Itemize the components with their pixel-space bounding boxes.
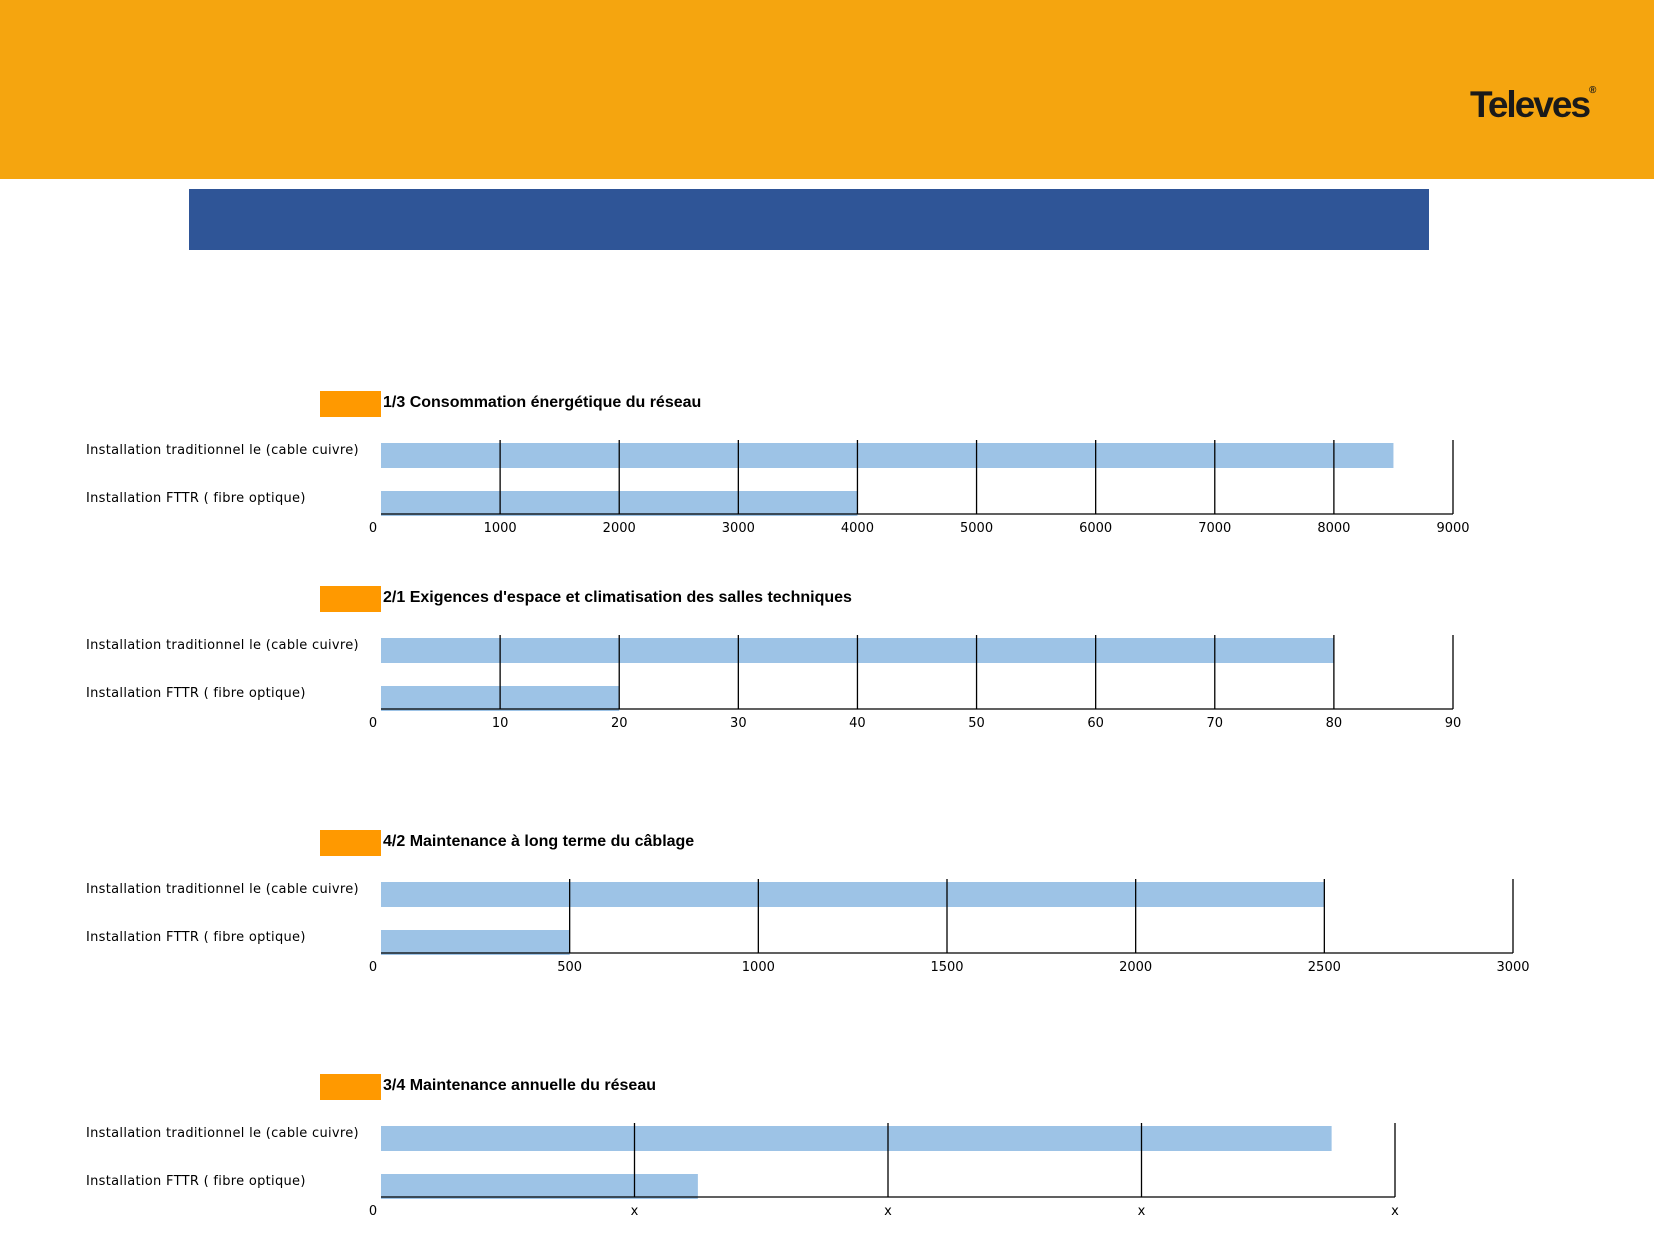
row-label: Installation FTTR ( fibre optique): [86, 491, 306, 506]
title-bar: [189, 189, 1429, 250]
tick-label: 3000: [1496, 960, 1529, 975]
header-band: [0, 0, 1654, 179]
televes-logo: Televes®: [1470, 84, 1597, 125]
tick-label: x: [1138, 1204, 1146, 1219]
tick-label: 1000: [484, 521, 517, 536]
tick-label: 8000: [1317, 521, 1350, 536]
orange-marker: [320, 391, 381, 417]
bar: [381, 882, 1325, 907]
row-label: Installation FTTR ( fibre optique): [86, 1174, 306, 1189]
tick-label: 0: [369, 1204, 377, 1219]
row-label: Installation FTTR ( fibre optique): [86, 930, 306, 945]
orange-marker: [320, 586, 381, 612]
chart-title: 1/3 Consommation énergétique du réseau: [383, 394, 702, 411]
tick-label: 10: [492, 716, 509, 731]
tick-label: 2000: [1119, 960, 1152, 975]
tick-label: 2500: [1308, 960, 1341, 975]
orange-marker: [320, 830, 381, 856]
bar-chart-svg: 0 1000 2000 3000 4000 5000 6000 7000 8000 9000: [369, 440, 1470, 536]
tick-label: 9000: [1436, 521, 1469, 536]
bar: [381, 1174, 698, 1199]
tick-label: 5000: [960, 521, 993, 536]
tick-label: 60: [1087, 716, 1104, 731]
tick-label: 1000: [742, 960, 775, 975]
bar-chart-svg: 0 500 1000 1500 2000 2500 3000: [369, 879, 1530, 975]
bar: [381, 1126, 1332, 1151]
tick-label: 4000: [841, 521, 874, 536]
tick-label: 90: [1445, 716, 1462, 731]
row-label: Installation traditionnel le (cable cuiv…: [86, 1126, 359, 1141]
tick-label: 2000: [603, 521, 636, 536]
chart-title: 3/4 Maintenance annuelle du réseau: [383, 1077, 656, 1094]
bar-chart-svg: 0 x x x x: [369, 1123, 1399, 1219]
chart-title: 2/1 Exigences d'espace et climatisation …: [383, 589, 852, 606]
row-label: Installation traditionnel le (cable cuiv…: [86, 443, 359, 458]
tick-label: 6000: [1079, 521, 1112, 536]
tick-label: 1500: [930, 960, 963, 975]
tick-label: 70: [1207, 716, 1224, 731]
row-label: Installation traditionnel le (cable cuiv…: [86, 638, 359, 653]
tick-label: 500: [557, 960, 582, 975]
tick-label: 50: [968, 716, 985, 731]
bar: [381, 930, 570, 955]
row-label: Installation FTTR ( fibre optique): [86, 686, 306, 701]
tick-label: 0: [369, 521, 377, 536]
tick-label: 20: [611, 716, 628, 731]
tick-label: x: [884, 1204, 892, 1219]
tick-label: x: [631, 1204, 639, 1219]
tick-label: 7000: [1198, 521, 1231, 536]
bar: [381, 443, 1394, 468]
tick-label: 0: [369, 960, 377, 975]
tick-label: 40: [849, 716, 866, 731]
chart-title: 4/2 Maintenance à long terme du câblage: [383, 833, 695, 850]
tick-label: 30: [730, 716, 747, 731]
tick-label: 80: [1326, 716, 1343, 731]
bar-chart-svg: 0 10 20 30 40 50 60 70 80 90: [369, 635, 1462, 731]
tick-label: 3000: [722, 521, 755, 536]
tick-label: 0: [369, 716, 377, 731]
row-label: Installation traditionnel le (cable cuiv…: [86, 882, 359, 897]
orange-marker: [320, 1074, 381, 1100]
tick-label: x: [1391, 1204, 1399, 1219]
